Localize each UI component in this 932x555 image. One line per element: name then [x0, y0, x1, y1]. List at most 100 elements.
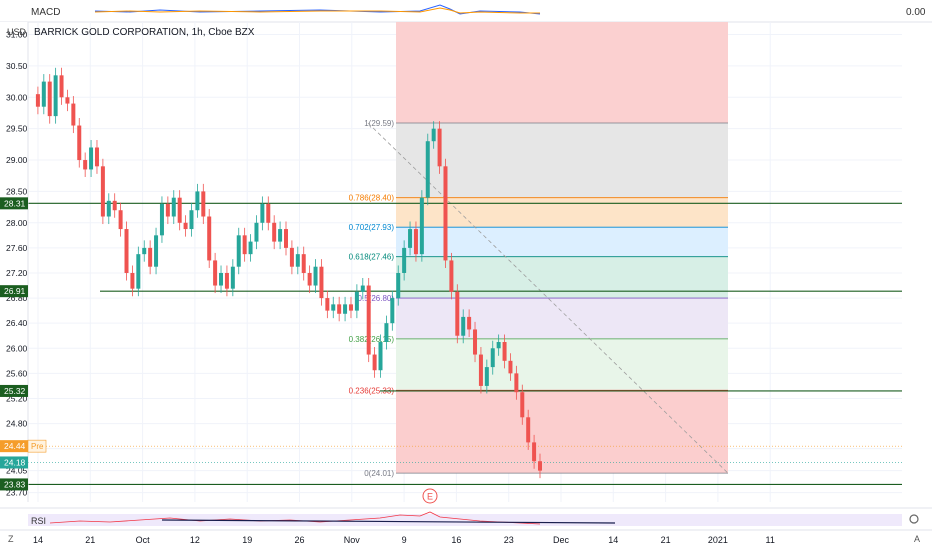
price-label-tag: [0, 456, 28, 469]
candle-body: [425, 141, 430, 198]
candle-body: [443, 166, 448, 261]
price-label-value: 24.44: [4, 441, 26, 451]
candle-body: [71, 103, 76, 126]
candle-body: [148, 247, 153, 267]
rsi-line: [49, 511, 541, 525]
candle-body: [136, 254, 141, 289]
price-axis[interactable]: 31.00 30.50 30.00 29.50 29.00 28.50 28.00 27.60…: [0, 22, 47, 502]
y-tick-label: 29.00: [6, 155, 28, 165]
x-tick-label: 21: [661, 535, 671, 545]
candle-body: [337, 304, 342, 314]
y-tick-label: 25.60: [6, 368, 28, 378]
candle-body: [118, 210, 123, 230]
rsi-pane: RSI: [0, 507, 932, 526]
candle-body: [254, 222, 259, 242]
candle-body: [538, 461, 542, 471]
candle-body: [83, 160, 88, 170]
y-tick-label: 25.20: [6, 393, 28, 403]
candle-body: [354, 291, 359, 311]
candle-body: [142, 247, 147, 255]
candle-body: [461, 316, 466, 336]
candle-body: [343, 304, 348, 314]
candle-body: [295, 254, 300, 267]
macd-value: 0.00: [906, 7, 926, 18]
right-icon[interactable]: A: [914, 534, 920, 544]
horizontal-level-label: 25.32: [4, 386, 26, 396]
candle-body: [100, 166, 105, 217]
candle-body: [360, 285, 365, 292]
fib-level-label: 0.786(28.40): [349, 194, 395, 203]
candle-body: [177, 197, 182, 223]
candle-body: [402, 247, 407, 273]
candle-body: [260, 203, 265, 223]
y-tick-label: 28.50: [6, 186, 28, 196]
y-tick-label: 27.20: [6, 268, 28, 278]
candle-body: [473, 329, 478, 355]
candle-body: [195, 191, 200, 211]
time-axis[interactable]: Z A 14 21 Oct 12 19 26 Nov 9 16 23 Dec 14 21 2021 11: [0, 514, 932, 545]
y-tick-label: 23.70: [6, 488, 28, 498]
x-tick-label: 12: [190, 535, 200, 545]
candle-body: [224, 272, 229, 289]
candle-body: [154, 235, 159, 267]
candle-body: [455, 291, 460, 336]
candle-body: [171, 197, 176, 217]
candle-body: [77, 125, 82, 161]
candle-body: [242, 235, 247, 255]
horizontal-level-label: 28.31: [4, 198, 26, 208]
rsi-label: RSI: [31, 516, 46, 526]
candle-body: [236, 235, 241, 267]
left-icon[interactable]: Z: [8, 534, 14, 544]
x-tick-label: 19: [242, 535, 252, 545]
fib-level-label: 0.702(27.93): [349, 223, 395, 232]
x-tick-label: Nov: [344, 535, 361, 545]
candle-body: [449, 260, 454, 292]
y-tick-label: 30.50: [6, 61, 28, 71]
candle-body: [467, 316, 472, 330]
x-tick-label: 21: [85, 535, 95, 545]
x-tick-label: 9: [402, 535, 407, 545]
candle-body: [437, 128, 442, 167]
gear-icon[interactable]: [909, 514, 919, 524]
price-label-value: 24.18: [4, 457, 26, 467]
candle-body: [331, 304, 336, 311]
candle-body: [53, 75, 58, 117]
x-tick-label: 14: [33, 535, 43, 545]
candle-body: [165, 203, 170, 217]
candle-body: [189, 210, 194, 230]
earnings-marker[interactable]: E: [422, 488, 438, 504]
candle-body: [307, 272, 312, 286]
fib-level-label: 0.618(27.46): [349, 253, 395, 262]
x-tick-label: Dec: [553, 535, 570, 545]
x-tick-label: Oct: [136, 535, 151, 545]
candle-body: [484, 367, 489, 386]
fib-zone-bottom: [396, 390, 728, 474]
candle-body: [47, 81, 52, 117]
candle-body: [106, 200, 111, 217]
horizontal-level-tag: [0, 285, 28, 298]
candle-body: [520, 392, 525, 418]
candle-body: [289, 247, 294, 267]
candle-body: [124, 229, 129, 273]
y-tick-label: 24.80: [6, 419, 28, 429]
fib-level-label: 0(24.01): [364, 469, 394, 478]
price-axis-bg: [0, 22, 28, 502]
fib-retracement[interactable]: 1(29.59) 0.786(28.40) 0.702(27.93) 0.618(27…: [349, 22, 729, 478]
y-tick-label: 29.50: [6, 124, 28, 134]
y-tick-label: 28.00: [6, 218, 28, 228]
candle-body: [266, 203, 271, 223]
horizontal-levels[interactable]: [28, 202, 902, 486]
y-tick-label: 26.80: [6, 293, 28, 303]
rsi-band: [28, 514, 902, 526]
rsi-trendline: [161, 519, 616, 524]
candle-body: [478, 354, 483, 386]
fib-zone-0: [396, 123, 728, 198]
fib-level-label: 1(29.59): [364, 119, 394, 128]
candle-body: [325, 298, 330, 311]
earnings-marker-circle: [422, 488, 438, 504]
y-tick-label: 26.40: [6, 318, 28, 328]
candle-body: [431, 128, 436, 142]
x-tick-label: 16: [451, 535, 461, 545]
